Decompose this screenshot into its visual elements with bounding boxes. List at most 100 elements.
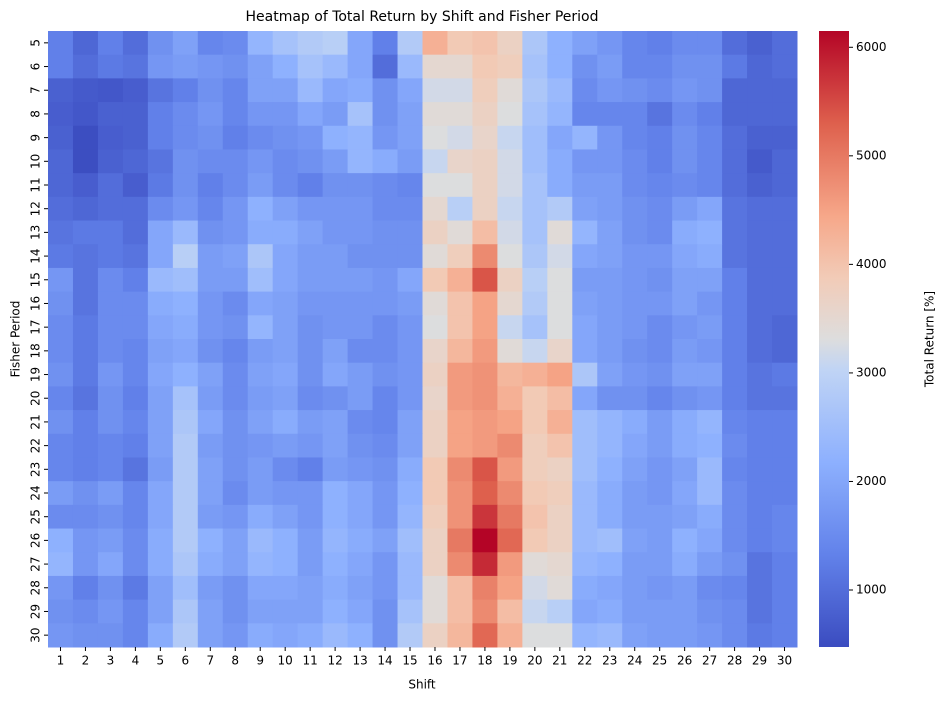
heatmap-cell [122, 339, 149, 364]
heatmap-cell [272, 528, 299, 553]
heatmap-cell [247, 339, 274, 364]
heatmap-cell [572, 481, 598, 506]
heatmap-cell [772, 125, 798, 150]
heatmap-cell [372, 481, 399, 506]
heatmap-cell [572, 575, 598, 601]
heatmap-cell [422, 102, 448, 127]
heatmap-cell [647, 433, 673, 458]
heatmap-cell [672, 291, 698, 316]
heatmap-cell [597, 267, 623, 293]
heatmap-cell [522, 623, 548, 648]
heatmap-cell [647, 54, 673, 79]
heatmap-cell [547, 125, 573, 150]
heatmap-cell [772, 31, 798, 56]
heatmap-cell [122, 315, 149, 340]
heatmap-cell [772, 244, 798, 269]
heatmap-cell [147, 315, 174, 340]
heatmap-cell [48, 173, 74, 198]
heatmap-cell [147, 386, 174, 411]
heatmap-cell [497, 31, 523, 56]
heatmap-cell [472, 457, 498, 482]
heatmap-cell [622, 173, 648, 198]
heatmap-cell [72, 291, 99, 316]
heatmap-cell [72, 125, 99, 150]
heatmap-cell [422, 552, 448, 577]
heatmap-cell [272, 457, 299, 482]
heatmap-cell [72, 315, 99, 340]
heatmap-cell [572, 339, 598, 364]
heatmap-cell [572, 125, 598, 150]
heatmap-cell [697, 102, 723, 127]
heatmap-cell [672, 196, 698, 222]
heatmap-cell [372, 504, 399, 530]
heatmap-cell [247, 528, 274, 553]
heatmap-cell [422, 457, 448, 482]
heatmap-cell [97, 220, 124, 245]
heatmap-cell [597, 315, 623, 340]
heatmap-cell [397, 78, 423, 103]
heatmap-cell [97, 481, 124, 506]
heatmap-cell [372, 457, 399, 482]
heatmap-cell [597, 220, 623, 245]
heatmap-cell [772, 315, 798, 340]
heatmap-cell [272, 623, 299, 648]
heatmap-cell [197, 575, 224, 601]
x-tick-label: 17 [452, 654, 467, 668]
heatmap-cell [547, 504, 573, 530]
heatmap-cell [297, 196, 324, 222]
heatmap-cell [222, 339, 249, 364]
heatmap-cell [722, 457, 748, 482]
heatmap-cell [472, 552, 498, 577]
heatmap-cell [622, 339, 648, 364]
heatmap-cell [522, 220, 548, 245]
heatmap-cell [397, 173, 423, 198]
heatmap-cell [522, 481, 548, 506]
heatmap-cell [597, 31, 623, 56]
heatmap-cell [247, 457, 274, 482]
heatmap-cell [172, 457, 199, 482]
heatmap-cell [497, 552, 523, 577]
heatmap-cell [297, 362, 324, 387]
heatmap-cell [172, 267, 199, 293]
heatmap-cell [572, 54, 598, 79]
heatmap-cell [347, 386, 374, 411]
heatmap-cell [197, 552, 224, 577]
heatmap-cell [597, 54, 623, 79]
heatmap-cell [272, 599, 299, 624]
heatmap-cell [647, 220, 673, 245]
heatmap-cell [97, 362, 124, 387]
heatmap-cell [347, 149, 374, 174]
heatmap-cell [297, 410, 324, 435]
heatmap-cell [97, 291, 124, 316]
heatmap-cell [197, 291, 224, 316]
heatmap-cell [322, 552, 349, 577]
heatmap-cell [697, 196, 723, 222]
heatmap-cell [147, 149, 174, 174]
heatmap-cell [722, 623, 748, 648]
heatmap-cell [97, 31, 124, 56]
heatmap-cell [447, 173, 473, 198]
heatmap-cell [397, 267, 423, 293]
heatmap-cell [747, 149, 773, 174]
heatmap-cell [347, 173, 374, 198]
heatmap-cell [222, 528, 249, 553]
heatmap-cell [647, 623, 673, 648]
heatmap-cell [522, 78, 548, 103]
heatmap-cell [447, 339, 473, 364]
heatmap-cell [572, 410, 598, 435]
heatmap-cell [322, 173, 349, 198]
heatmap-cell [747, 362, 773, 387]
heatmap-cell [172, 54, 199, 79]
heatmap-cell [472, 220, 498, 245]
y-tick-label: 30 [29, 628, 43, 643]
heatmap-cell [572, 386, 598, 411]
heatmap-cell [547, 196, 573, 222]
x-tick-label: 11 [303, 654, 318, 668]
heatmap-cell [297, 457, 324, 482]
heatmap-cell [172, 504, 199, 530]
heatmap-cell [247, 410, 274, 435]
heatmap-cell [72, 220, 99, 245]
heatmap-cell [122, 125, 149, 150]
heatmap-cell [497, 220, 523, 245]
heatmap-cell [372, 31, 399, 56]
